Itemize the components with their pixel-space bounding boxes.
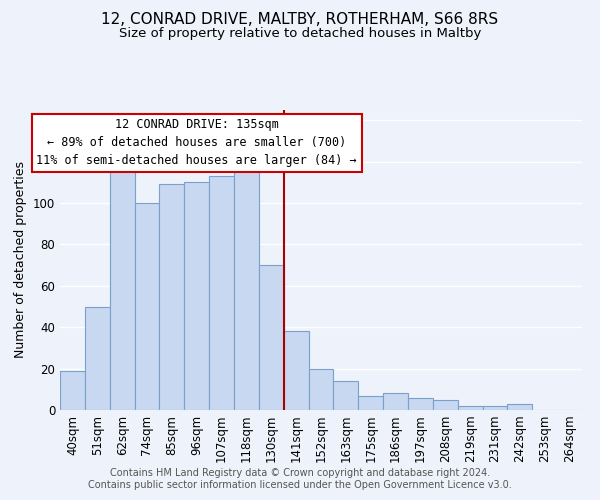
Bar [160, 184, 184, 410]
Text: Contains HM Land Registry data © Crown copyright and database right 2024.: Contains HM Land Registry data © Crown c… [110, 468, 490, 477]
Text: Contains public sector information licensed under the Open Government Licence v3: Contains public sector information licen… [88, 480, 512, 490]
Bar [383, 394, 408, 410]
Bar [358, 396, 383, 410]
Bar [184, 182, 209, 410]
Text: 12, CONRAD DRIVE, MALTBY, ROTHERHAM, S66 8RS: 12, CONRAD DRIVE, MALTBY, ROTHERHAM, S66… [101, 12, 499, 28]
Text: 12 CONRAD DRIVE: 135sqm
← 89% of detached houses are smaller (700)
11% of semi-d: 12 CONRAD DRIVE: 135sqm ← 89% of detache… [37, 118, 357, 168]
Bar [209, 176, 234, 410]
Bar [134, 203, 160, 410]
Bar [482, 406, 508, 410]
Bar [60, 370, 85, 410]
Bar [308, 368, 334, 410]
Bar [85, 306, 110, 410]
Bar [408, 398, 433, 410]
Bar [508, 404, 532, 410]
Bar [334, 381, 358, 410]
Y-axis label: Number of detached properties: Number of detached properties [14, 162, 27, 358]
Bar [234, 135, 259, 410]
Bar [259, 265, 284, 410]
Bar [110, 166, 134, 410]
Bar [284, 332, 308, 410]
Bar [458, 406, 482, 410]
Bar [433, 400, 458, 410]
Text: Size of property relative to detached houses in Maltby: Size of property relative to detached ho… [119, 28, 481, 40]
